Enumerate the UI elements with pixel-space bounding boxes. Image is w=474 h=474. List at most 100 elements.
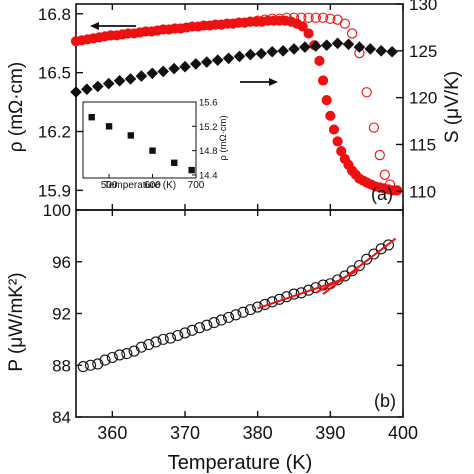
- power-factor-point: [295, 287, 307, 299]
- inset-y-tick-label: 14.8: [199, 146, 218, 157]
- power-factor-point: [215, 314, 227, 326]
- seebeck-point: [70, 86, 82, 98]
- seebeck-point: [211, 54, 224, 66]
- panel-b-y-tick-label: 100: [43, 201, 71, 220]
- seebeck-point: [310, 40, 322, 52]
- seebeck-point: [190, 58, 202, 70]
- rho-open-point: [267, 13, 278, 24]
- seebeck-point: [222, 52, 235, 65]
- inset-y-label: ρ (mΩ·cm): [218, 115, 229, 160]
- power-factor-point: [339, 270, 351, 282]
- right-axis-tick-label: 110: [409, 182, 436, 201]
- panel-a: 15.9 16.2 16.5 16.8 110 115 120 125 130 ρ (mΩ·c…: [6, 0, 463, 211]
- power-factor-point: [223, 311, 235, 323]
- power-factor-point: [186, 324, 198, 336]
- rho-open-point: [346, 28, 358, 39]
- rho-open-point: [274, 13, 285, 24]
- seebeck-point: [342, 38, 355, 51]
- seebeck-point: [266, 45, 278, 58]
- linear-fit-line: [315, 268, 360, 294]
- power-factor-point: [201, 319, 213, 331]
- arrow-right: [240, 78, 278, 86]
- seebeck-point: [299, 41, 311, 53]
- panel-b-y-tick-label: 84: [52, 408, 71, 427]
- power-factor-point: [193, 322, 206, 334]
- inset-point: [188, 166, 195, 174]
- arrow-left: [90, 22, 136, 30]
- right-axis-tick-label: 120: [409, 89, 437, 108]
- inset-x-tick-label: 700: [188, 180, 205, 191]
- inset-x-tick-label: 500: [101, 180, 118, 191]
- rho-open-point: [288, 12, 300, 23]
- seebeck-point: [81, 83, 93, 96]
- seebeck-point: [364, 43, 377, 55]
- seebeck-point: [179, 60, 191, 73]
- seebeck-point: [102, 77, 115, 90]
- rho-filled-point: [325, 110, 336, 121]
- rho-open-point: [310, 12, 321, 23]
- panel-a-right-axis: 110 115 120 125 130: [396, 0, 437, 201]
- power-factor-point: [106, 351, 118, 364]
- power-factor-point: [368, 248, 380, 260]
- inset-y-tick-label: 15.6: [199, 98, 218, 109]
- seebeck-point: [331, 37, 344, 50]
- rho-open-point: [361, 87, 372, 98]
- power-factor-point: [157, 333, 169, 345]
- right-axis-label: S (μV/K): [442, 71, 463, 143]
- power-factor-point: [99, 354, 111, 366]
- seebeck-point: [135, 70, 148, 82]
- x-tick-label: 400: [388, 423, 418, 443]
- inset-point: [88, 114, 95, 121]
- linear-fit-line: [322, 237, 397, 295]
- panel-b-plot-area: [77, 237, 397, 373]
- seebeck-point: [146, 67, 159, 80]
- seebeck-point: [320, 39, 333, 51]
- seebeck-point: [244, 48, 257, 61]
- power-factor-point: [179, 327, 191, 339]
- seebeck-point: [353, 41, 366, 53]
- power-factor-point: [237, 306, 249, 318]
- rho-filled-point: [332, 136, 343, 147]
- seebeck-point: [124, 73, 137, 85]
- inset-y-tick-label: 15.2: [199, 122, 218, 133]
- inset-x-tick-label: 600: [144, 180, 161, 191]
- rho-open-point: [296, 12, 307, 23]
- rho-open-point: [325, 13, 336, 24]
- power-factor-point: [150, 336, 162, 348]
- power-factor-point: [164, 332, 177, 344]
- rho-open-point: [339, 18, 351, 29]
- seebeck-point: [386, 45, 398, 58]
- power-factor-point: [172, 329, 184, 342]
- x-tick-label: 370: [170, 423, 200, 443]
- right-axis-tick-label: 130: [409, 0, 437, 14]
- power-factor-point: [244, 304, 256, 316]
- rho-filled-point: [317, 75, 329, 86]
- rho-open-point: [259, 14, 271, 25]
- panel-a-tag: (a): [371, 184, 393, 204]
- x-axis-label: Temperature (K): [168, 452, 313, 474]
- left-axis-tick-label: 15.9: [38, 181, 71, 200]
- left-axis-tick-label: 16.5: [38, 64, 71, 83]
- seebeck-point: [113, 74, 126, 87]
- panel-b: 360 370 380 390 400 84 88 92 96 100 P (μW/mK²) Te…: [6, 201, 418, 474]
- panel-b-frame: [75, 209, 404, 418]
- power-factor-point: [114, 349, 126, 361]
- power-factor-point: [143, 338, 155, 351]
- seebeck-point: [201, 56, 213, 68]
- panel-b-axes: 360 370 380 390 400 84 88 92 96 100: [43, 201, 418, 443]
- seebeck-point: [375, 45, 387, 57]
- seebeck-point: [288, 43, 300, 55]
- seebeck-point: [168, 62, 180, 75]
- seebeck-point: [92, 80, 104, 93]
- x-tick-label: 390: [315, 423, 345, 443]
- rho-open-point: [281, 12, 292, 23]
- power-factor-point: [361, 253, 373, 265]
- inset-point: [127, 132, 135, 139]
- rho-filled-point: [328, 124, 340, 135]
- panel-b-y-tick-label: 92: [52, 305, 71, 324]
- power-factor-point: [77, 360, 89, 373]
- inset-point: [171, 159, 178, 166]
